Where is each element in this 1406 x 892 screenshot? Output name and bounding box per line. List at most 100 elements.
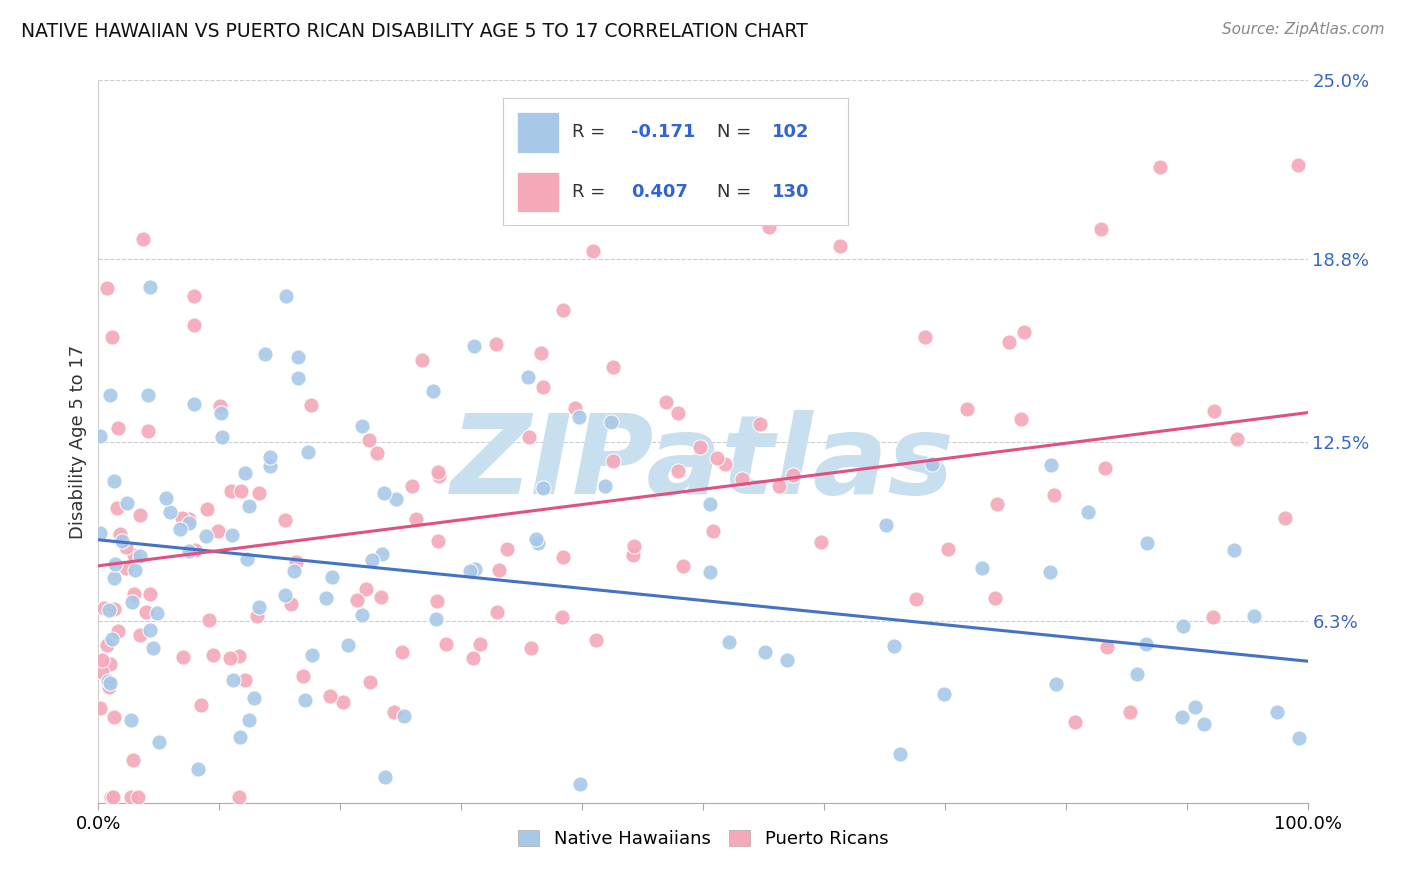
Point — [352, 418, 374, 433]
Point — [582, 244, 605, 259]
Point — [672, 558, 695, 573]
Point — [96, 638, 118, 652]
Point — [593, 479, 616, 493]
Point — [142, 640, 165, 655]
Point — [98, 657, 121, 671]
Point — [932, 687, 955, 701]
Point — [242, 691, 264, 706]
Point — [748, 194, 770, 208]
Point — [401, 479, 423, 493]
Point — [89, 429, 111, 443]
Point — [97, 680, 120, 694]
Point — [120, 790, 142, 805]
Point — [768, 479, 790, 493]
Point — [1135, 637, 1157, 651]
Point — [425, 612, 447, 626]
Point — [524, 533, 547, 547]
Point — [1202, 610, 1225, 624]
Point — [530, 346, 553, 360]
Point — [875, 518, 897, 533]
Point — [194, 529, 217, 543]
Point — [1042, 488, 1064, 502]
Point — [370, 591, 392, 605]
Point — [486, 605, 509, 619]
Y-axis label: Disability Age 5 to 17: Disability Age 5 to 17 — [69, 344, 87, 539]
Point — [138, 280, 160, 294]
Point — [411, 352, 433, 367]
Point — [519, 640, 541, 655]
Text: NATIVE HAWAIIAN VS PUERTO RICAN DISABILITY AGE 5 TO 17 CORRELATION CHART: NATIVE HAWAIIAN VS PUERTO RICAN DISABILI… — [21, 22, 808, 41]
Point — [782, 468, 804, 483]
Point — [984, 591, 1007, 605]
Point — [135, 605, 157, 619]
Point — [1173, 619, 1195, 633]
Point — [91, 665, 114, 679]
Point — [1243, 609, 1265, 624]
Point — [1288, 731, 1310, 746]
Point — [352, 608, 374, 623]
Point — [146, 607, 169, 621]
Point — [253, 347, 276, 361]
Point — [621, 548, 644, 562]
Point — [356, 582, 378, 596]
Point — [1064, 714, 1087, 729]
Point — [392, 709, 415, 723]
Point — [280, 597, 302, 611]
Point — [914, 330, 936, 344]
Point — [139, 587, 162, 601]
Point — [294, 693, 316, 707]
Point — [1095, 640, 1118, 654]
Point — [148, 735, 170, 749]
Point — [830, 239, 852, 253]
Point — [602, 360, 624, 375]
Point — [184, 543, 207, 558]
Point — [209, 399, 232, 413]
Point — [108, 527, 131, 541]
Point — [122, 549, 145, 563]
Point — [155, 491, 177, 506]
Point — [359, 674, 381, 689]
Point — [623, 539, 645, 553]
Point — [527, 535, 550, 549]
Point — [274, 588, 297, 602]
Point — [172, 511, 194, 525]
Point — [485, 337, 508, 351]
Point — [197, 613, 219, 627]
Point — [956, 401, 979, 416]
Point — [98, 388, 121, 402]
Point — [229, 484, 252, 499]
Point — [107, 624, 129, 638]
Point — [124, 562, 146, 576]
Point — [97, 674, 120, 689]
Point — [93, 600, 115, 615]
Point — [136, 388, 159, 402]
Point — [699, 497, 721, 511]
Point — [1226, 432, 1249, 446]
Point — [517, 430, 540, 444]
Point — [115, 560, 138, 574]
Point — [1274, 511, 1296, 525]
Point — [655, 394, 678, 409]
Point — [103, 557, 125, 571]
Point — [585, 632, 607, 647]
Point — [246, 609, 269, 624]
Point — [718, 635, 741, 649]
Point — [238, 500, 260, 514]
Point — [111, 533, 134, 548]
Point — [287, 351, 309, 365]
Point — [551, 302, 574, 317]
Point — [776, 653, 799, 667]
Point — [177, 544, 200, 558]
Point — [1265, 705, 1288, 719]
Point — [132, 231, 155, 245]
Point — [319, 690, 342, 704]
Point — [602, 454, 624, 468]
Point — [117, 496, 139, 510]
Point — [222, 673, 245, 687]
Point — [183, 289, 205, 303]
Point — [172, 649, 194, 664]
Point — [247, 486, 270, 500]
Point — [1090, 221, 1112, 235]
Point — [236, 552, 259, 566]
Point — [187, 762, 209, 776]
